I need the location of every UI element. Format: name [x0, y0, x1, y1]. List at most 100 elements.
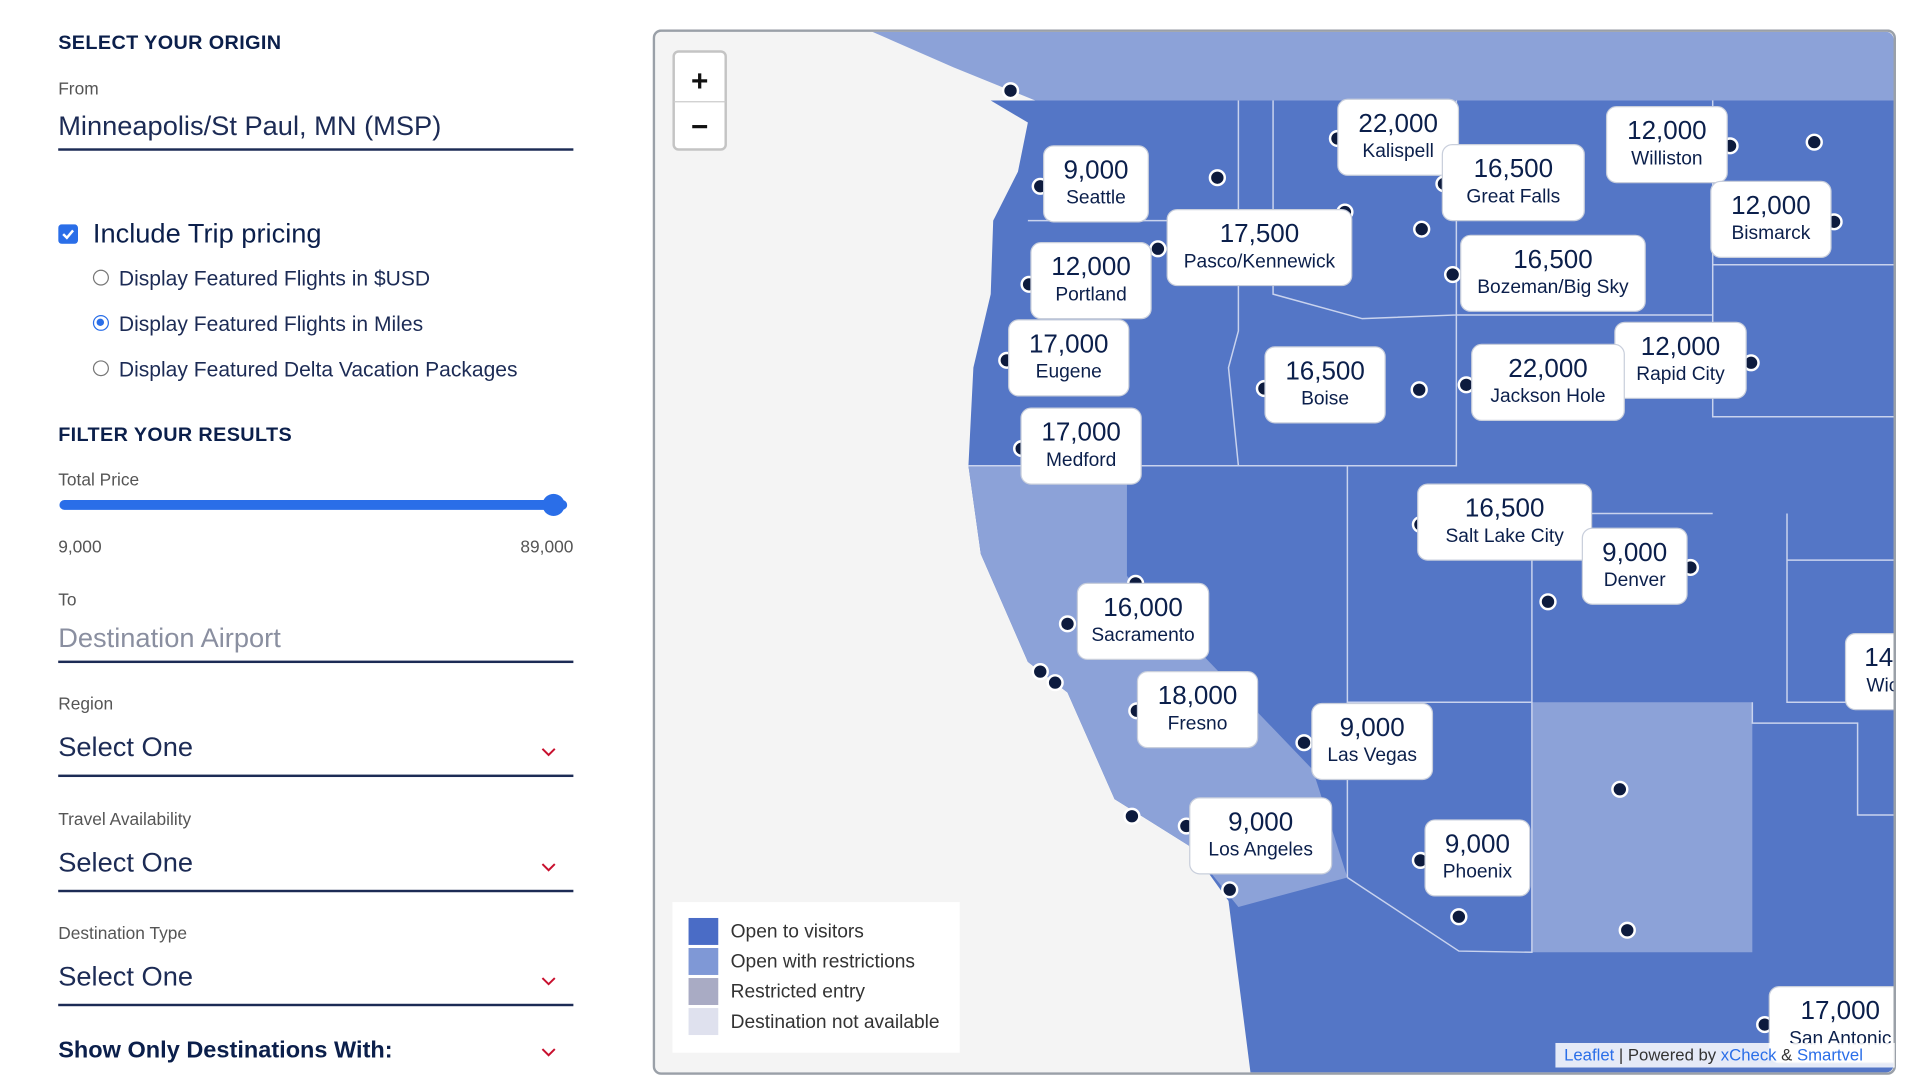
marker-box[interactable] — [1710, 180, 1832, 258]
destination-marker[interactable]: 16,000 Sacramento — [1058, 582, 1210, 660]
marker-city[interactable]: Kalispell — [1362, 141, 1433, 162]
marker-price[interactable]: 14, — [1864, 644, 1896, 672]
airport-dot[interactable] — [1295, 734, 1313, 752]
marker-price[interactable]: 22,000 — [1358, 110, 1438, 138]
marker-price[interactable]: 12,000 — [1731, 192, 1811, 220]
marker-city[interactable]: Salt Lake City — [1445, 526, 1564, 547]
destination-marker[interactable]: 9,000 Denver — [1581, 527, 1700, 605]
airport-dot[interactable] — [1149, 240, 1167, 258]
marker-box[interactable] — [1136, 671, 1259, 749]
destination-marker[interactable]: 16,500 Boise — [1255, 346, 1386, 424]
destination-marker[interactable]: 16,500 Bozeman/Big Sky — [1443, 234, 1646, 312]
marker-price[interactable]: 17,000 — [1041, 419, 1121, 447]
link[interactable]: Leaflet — [1564, 1046, 1615, 1065]
marker-price[interactable]: 9,000 — [1228, 809, 1293, 837]
destination-marker[interactable]: 9,000 Los Angeles — [1177, 797, 1333, 875]
airport-dot[interactable] — [1221, 881, 1239, 899]
marker-city[interactable]: Bozeman/Big Sky — [1477, 277, 1629, 298]
marker-price[interactable]: 18,000 — [1158, 682, 1238, 710]
marker-box[interactable] — [1605, 106, 1728, 184]
marker-price[interactable]: 9,000 — [1340, 714, 1405, 742]
marker-box[interactable] — [1424, 819, 1531, 897]
marker-city[interactable]: Las Vegas — [1327, 745, 1417, 766]
marker-city[interactable]: Sacramento — [1091, 625, 1194, 646]
marker-box[interactable] — [1043, 145, 1149, 223]
airport-dot[interactable] — [1058, 615, 1077, 633]
marker-city[interactable]: Boise — [1301, 389, 1349, 410]
destination-marker[interactable]: 9,000 Seattle — [1031, 145, 1149, 223]
airport-dot[interactable] — [1046, 674, 1064, 692]
marker-city[interactable]: Phoenix — [1443, 862, 1513, 883]
marker-box[interactable] — [1030, 242, 1152, 320]
airport-dot[interactable] — [1123, 807, 1141, 825]
slider-handle[interactable] — [542, 493, 565, 516]
marker-price[interactable]: 16,500 — [1474, 155, 1554, 183]
marker-box[interactable] — [1166, 208, 1353, 287]
radio-label[interactable]: Display Featured Flights in Miles — [118, 312, 424, 336]
destination-marker[interactable]: 9,000 Las Vegas — [1295, 702, 1434, 781]
radio-label[interactable]: Display Featured Flights in $USD — [118, 267, 431, 291]
marker-box[interactable] — [1471, 343, 1625, 421]
radio[interactable] — [92, 269, 109, 286]
destination-marker[interactable]: 17,000 Eugene — [998, 319, 1130, 397]
radio-label[interactable]: Display Featured Delta Vacation Packages — [118, 357, 518, 382]
destination-marker[interactable]: 12,000 Williston — [1605, 106, 1739, 184]
marker-price[interactable]: 16,500 — [1465, 495, 1545, 523]
marker-price[interactable]: 16,500 — [1285, 357, 1365, 385]
origin-input[interactable]: Minneapolis/St Paul, MN (MSP) — [58, 110, 442, 141]
marker-box[interactable] — [1844, 633, 1896, 711]
destination-marker[interactable]: 12,000 Portland — [1020, 242, 1152, 320]
radio[interactable] — [92, 360, 109, 377]
marker-box[interactable] — [1008, 319, 1130, 397]
destination-marker[interactable]: 18,000 Fresno — [1128, 671, 1259, 749]
marker-price[interactable]: 17,500 — [1220, 220, 1300, 248]
marker-price[interactable]: 9,000 — [1445, 831, 1510, 859]
marker-price[interactable]: 17,000 — [1029, 331, 1109, 359]
destination-input[interactable]: Destination Airport — [58, 622, 281, 654]
destination-marker[interactable]: 9,000 Phoenix — [1411, 819, 1531, 897]
marker-city[interactable]: Eugene — [1036, 362, 1102, 383]
marker-price[interactable]: 12,000 — [1051, 253, 1131, 281]
marker-city[interactable]: Jackson Hole — [1490, 386, 1605, 407]
marker-city[interactable]: Portland — [1055, 284, 1126, 305]
marker-box[interactable] — [1020, 407, 1142, 485]
marker-city[interactable]: Rapid City — [1636, 364, 1725, 385]
marker-price[interactable]: 16,000 — [1103, 594, 1183, 622]
destination-marker[interactable]: 16,500 Great Falls — [1435, 144, 1585, 222]
checkbox[interactable] — [58, 224, 79, 244]
destination-marker[interactable]: 17,000 Medford — [1013, 407, 1142, 485]
link[interactable]: xCheck — [1721, 1046, 1777, 1065]
marker-city[interactable]: Bismarck — [1731, 223, 1810, 244]
destination-marker[interactable]: 17,500 Pasco/Kennewick — [1149, 208, 1353, 287]
dropdown[interactable]: Select One — [58, 846, 193, 877]
airport-dot[interactable] — [1413, 220, 1431, 238]
marker-box[interactable] — [1264, 346, 1386, 424]
marker-box[interactable] — [1189, 797, 1333, 875]
marker-box[interactable] — [1441, 144, 1585, 222]
airport-dot[interactable] — [1031, 663, 1049, 681]
destination-marker[interactable]: 22,000 Jackson Hole — [1457, 343, 1625, 421]
marker-box[interactable] — [1581, 527, 1688, 605]
dropdown[interactable]: Select One — [58, 731, 193, 763]
marker-price[interactable]: 12,000 — [1641, 333, 1721, 361]
marker-price[interactable]: 9,000 — [1602, 539, 1667, 567]
radio[interactable] — [92, 314, 109, 331]
marker-city[interactable]: Pasco/Kennewick — [1184, 251, 1336, 272]
airport-dot[interactable] — [1443, 265, 1462, 284]
airport-dot[interactable] — [1805, 133, 1823, 151]
marker-box[interactable] — [1460, 234, 1646, 312]
marker-city[interactable]: Medford — [1046, 450, 1116, 471]
marker-city[interactable]: Seattle — [1066, 188, 1126, 209]
checkbox-label[interactable]: Include Trip pricing — [92, 218, 322, 249]
airport-dot[interactable] — [1001, 82, 1020, 100]
marker-box[interactable] — [1311, 702, 1434, 781]
marker-city[interactable]: Great Falls — [1466, 186, 1560, 207]
zoom-out[interactable]: − — [691, 111, 708, 144]
destination-marker[interactable]: 14, Wic — [1844, 633, 1896, 711]
marker-box[interactable] — [1417, 483, 1593, 561]
marker-city[interactable]: Wic — [1866, 675, 1896, 696]
destination-marker[interactable]: 12,000 Rapid City — [1614, 321, 1760, 399]
airport-dot[interactable] — [1611, 780, 1629, 798]
destination-marker[interactable]: 22,000 Kalispell — [1328, 98, 1460, 176]
map[interactable]: 9,000 Seattle 22,000 Kalispell 16,500 Great F… — [652, 29, 1896, 1075]
